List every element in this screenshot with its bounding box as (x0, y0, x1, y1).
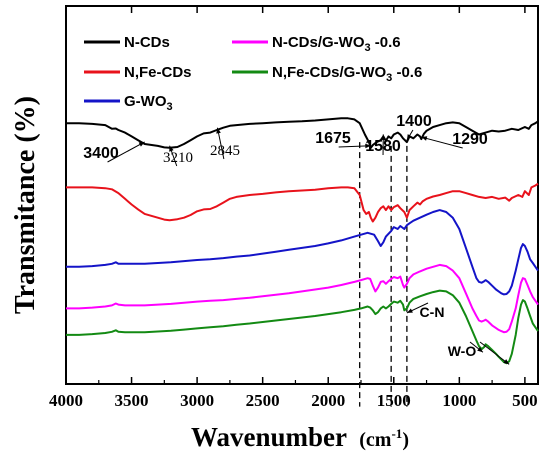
x-axis-label-unit: (cm (359, 429, 392, 451)
x-tick-label-1000: 1000 (442, 391, 476, 410)
legend-label-1: N-CDs (124, 34, 170, 51)
legend-label-2: N,Fe-CDs (124, 64, 192, 81)
x-axis-label-main: Wavenumber (191, 422, 347, 452)
series-line-2 (66, 184, 538, 222)
legend: N-CDs N,Fe-CDs G-WO3 N-CDs/G-WO3 -0.6 N,Fe-C… (84, 34, 422, 113)
legend-label-3: G-WO3 (124, 93, 173, 113)
annotations: C-N W-O (407, 303, 509, 364)
series-line-4 (66, 265, 538, 332)
x-tick-label-3000: 3000 (180, 391, 214, 410)
x-tick-label-2000: 2000 (311, 391, 345, 410)
x-tick-label-1500: 1500 (377, 391, 411, 410)
dashed-reference-lines (360, 142, 407, 407)
peak-label-3210: 3210 (163, 150, 193, 166)
y-axis-label: Transmitance (%) (10, 96, 41, 314)
series-group (66, 118, 538, 363)
x-tick-label-4000: 4000 (49, 391, 83, 410)
peak-label-1290: 1290 (452, 131, 488, 148)
annotation-w-o-1: W-O (448, 343, 477, 359)
x-axis-label-unit-sup: -1 (391, 426, 402, 441)
annotation-c-n-0: C-N (420, 304, 445, 320)
x-tick-label-3500: 3500 (115, 391, 149, 410)
x-axis-label: Wavenumber (cm-1) (191, 422, 409, 452)
plot-border (66, 6, 538, 384)
peak-label-1675: 1675 (315, 130, 351, 147)
peak-label-2845: 2845 (210, 143, 240, 159)
peak-label-1400: 1400 (396, 113, 432, 130)
legend-label-4: N-CDs/G-WO3 -0.6 (272, 34, 401, 54)
x-tick-label-500: 500 (512, 391, 538, 410)
x-tick-label-2500: 2500 (246, 391, 280, 410)
series-line-3 (66, 210, 538, 294)
peak-label-3400: 3400 (83, 145, 119, 162)
x-axis-label-unit-close: ) (402, 429, 409, 451)
legend-label-5: N,Fe-CDs/G-WO3 -0.6 (272, 64, 422, 84)
plot-frame (66, 6, 538, 384)
